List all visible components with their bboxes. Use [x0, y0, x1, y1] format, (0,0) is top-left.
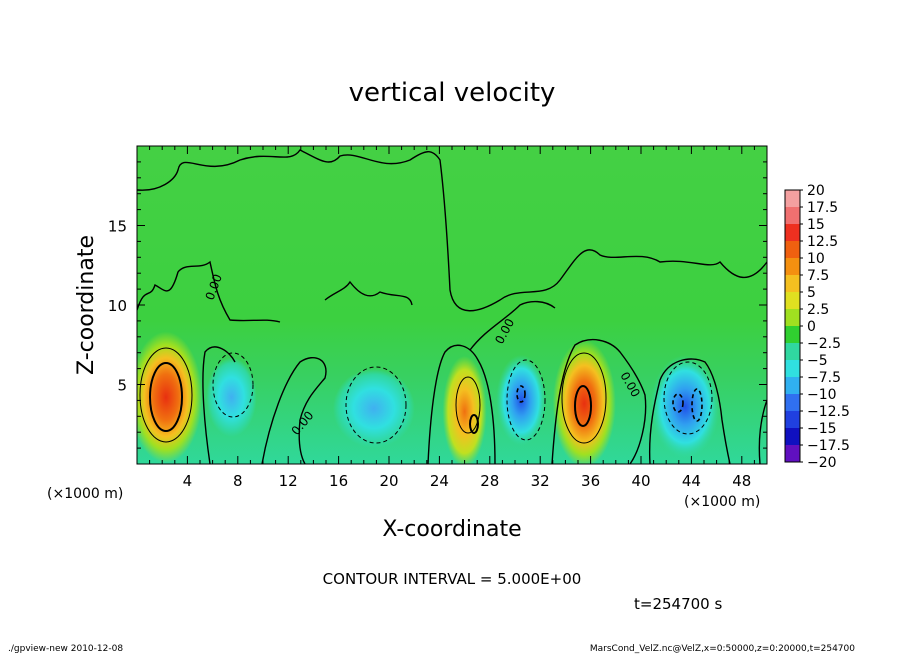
contour-positive-36-inner — [574, 385, 592, 427]
colorbar-label: 5 — [807, 285, 816, 301]
x-tick-label: 16 — [329, 472, 348, 490]
colorbar-label: −5 — [807, 353, 828, 369]
colorbar-swatch — [785, 309, 800, 327]
footer-right: MarsCond_VelZ.nc@VelZ,x=0:50000,z=0:2000… — [590, 644, 855, 654]
contour-negative-44-inner-b — [691, 388, 703, 422]
colorbar-label: −2.5 — [807, 336, 841, 352]
contour-positive-26-inner — [469, 414, 479, 434]
contour-positive-left-inner — [149, 362, 183, 432]
contour-positive-left — [139, 347, 193, 443]
contour-negative-44-inner-a — [672, 393, 684, 413]
colorbar: 2017.51512.5107.552.50−2.5−5−7.5−10−12.5… — [784, 183, 850, 471]
y-axis-label: Z-coordinate — [74, 235, 99, 375]
colorbar-label: 20 — [807, 183, 825, 199]
colorbar-swatch — [785, 207, 800, 225]
x-tick-label: 12 — [279, 472, 298, 490]
time-stamp: t=254700 s — [634, 595, 722, 613]
x-tick-label: 4 — [183, 472, 193, 490]
contour-negative-20 — [345, 366, 407, 444]
colorbar-label: −7.5 — [807, 370, 841, 386]
y-tick-label: 10 — [108, 297, 127, 315]
chart-title: vertical velocity — [349, 78, 556, 108]
y-tick-label: 5 — [117, 377, 127, 395]
contour-zero-top — [137, 149, 767, 312]
plot-area: 0.00 0.00 0.00 0.00 — [137, 146, 767, 464]
field-feature — [650, 355, 720, 459]
colorbar-swatch — [785, 343, 800, 361]
colorbar-label: −12.5 — [807, 404, 850, 420]
colorbar-label: −20 — [807, 455, 837, 471]
colorbar-label: 15 — [807, 217, 825, 233]
field-features — [137, 331, 720, 464]
colorbar-swatch — [785, 445, 800, 463]
contour-lines — [137, 149, 767, 464]
contour-positive-26 — [455, 376, 481, 434]
x-tick-label: 28 — [480, 472, 499, 490]
colorbar-swatch — [785, 275, 800, 293]
colorbar-label: 17.5 — [807, 200, 838, 216]
colorbar-label: 12.5 — [807, 234, 838, 250]
colorbar-label: 0 — [807, 319, 816, 335]
x-tick-label: 48 — [732, 472, 751, 490]
colorbar-swatch — [785, 190, 800, 208]
colorbar-label: −10 — [807, 387, 837, 403]
contour-negative-31 — [506, 359, 546, 441]
y-tick-label: 15 — [108, 218, 127, 236]
contour-negative-44 — [663, 361, 713, 435]
colorbar-label: 10 — [807, 251, 825, 267]
field-feature — [496, 354, 547, 447]
negative-contours — [212, 352, 713, 444]
field-feature — [552, 339, 616, 464]
field-feature — [206, 357, 257, 437]
colorbar-swatch — [785, 360, 800, 378]
contour-negative-31-inner — [516, 385, 526, 403]
x-tick-label: 20 — [379, 472, 398, 490]
colorbar-swatch — [785, 428, 800, 446]
colorbar-label: 7.5 — [807, 268, 829, 284]
colorbar-label: −17.5 — [807, 438, 850, 454]
colorbar-label: −15 — [807, 421, 837, 437]
colorbar-label: 2.5 — [807, 302, 829, 318]
contour-zero-lower-b — [551, 338, 767, 464]
x-tick-label: 36 — [581, 472, 600, 490]
contour-interval: CONTOUR INTERVAL = 5.000E+00 — [323, 570, 582, 588]
colorbar-swatch — [785, 326, 800, 344]
x-unit-right: (×1000 m) — [684, 494, 760, 510]
colorbar-swatch — [785, 394, 800, 412]
contour-zero-mid — [137, 260, 556, 351]
x-tick-label: 24 — [430, 472, 449, 490]
x-tick-label: 40 — [631, 472, 650, 490]
contour-zero-lower-a — [202, 344, 496, 464]
colorbar-swatch — [785, 241, 800, 259]
x-tick-label: 32 — [531, 472, 550, 490]
colorbar-swatch — [785, 292, 800, 310]
colorbar-swatch — [785, 258, 800, 276]
field-feature — [332, 368, 415, 449]
field-feature — [137, 331, 203, 463]
contour-negative-8 — [212, 352, 254, 418]
colorbar-swatch — [785, 377, 800, 395]
x-axis-label: X-coordinate — [382, 517, 521, 542]
x-tick-label: 8 — [233, 472, 243, 490]
colorbar-swatch — [785, 411, 800, 429]
x-tick-label: 44 — [682, 472, 701, 490]
x-unit-left: (×1000 m) — [47, 486, 123, 502]
footer-left: ./gpview-new 2010-12-08 — [8, 644, 123, 654]
contour-positive-36 — [561, 352, 607, 444]
colorbar-swatch — [785, 224, 800, 242]
